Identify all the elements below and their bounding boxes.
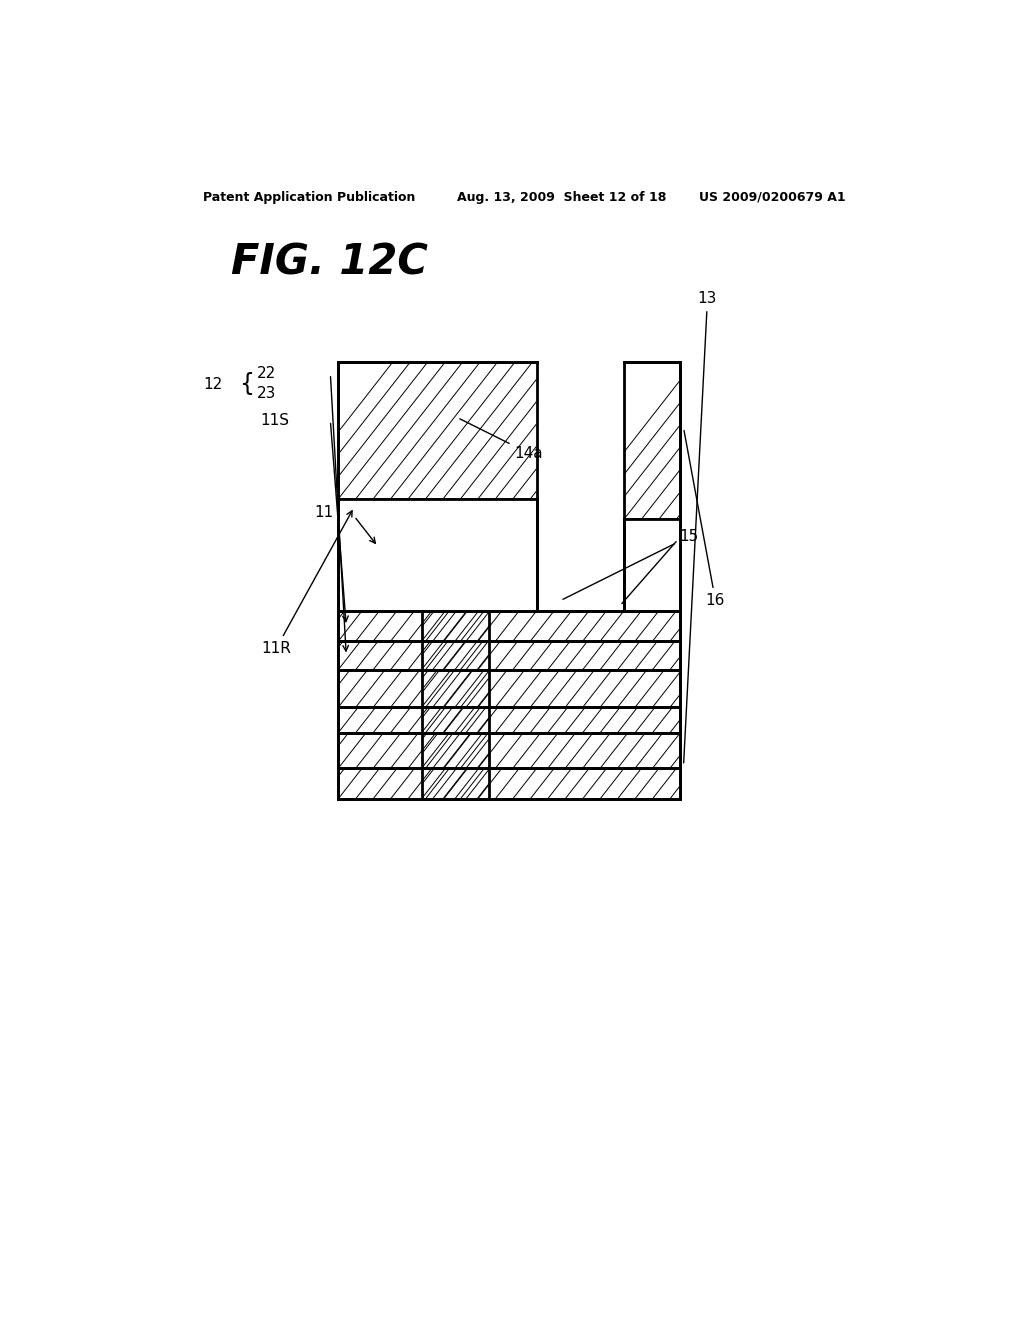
Text: 16: 16 (684, 430, 725, 609)
Text: 15: 15 (563, 529, 698, 599)
Text: 11R: 11R (261, 511, 352, 656)
Text: {: { (240, 372, 254, 396)
Text: 13: 13 (684, 292, 717, 763)
Text: Aug. 13, 2009  Sheet 12 of 18: Aug. 13, 2009 Sheet 12 of 18 (458, 191, 667, 203)
Text: 23: 23 (257, 385, 276, 401)
Text: 22: 22 (257, 367, 276, 381)
Text: 11: 11 (314, 504, 334, 520)
Text: 12: 12 (204, 376, 222, 392)
Polygon shape (624, 519, 680, 611)
Text: FIG. 12C: FIG. 12C (231, 242, 428, 284)
Text: Patent Application Publication: Patent Application Publication (204, 191, 416, 203)
Text: 11S: 11S (260, 413, 290, 428)
Text: US 2009/0200679 A1: US 2009/0200679 A1 (699, 191, 846, 203)
Polygon shape (338, 499, 537, 611)
Text: 14a: 14a (460, 418, 543, 461)
